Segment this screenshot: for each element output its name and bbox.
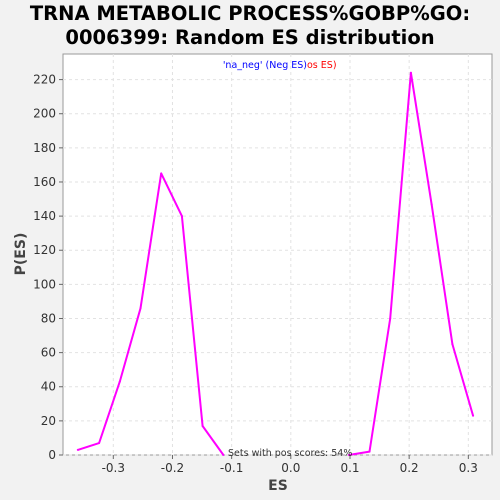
x-tick-label: -0.3 [102, 461, 125, 475]
x-tick-label: 0.3 [459, 461, 478, 475]
y-tick-label: 40 [41, 380, 56, 394]
x-axis-title: ES [268, 478, 288, 494]
es-data-point [98, 442, 100, 444]
es-data-point [181, 215, 183, 217]
x-tick-label: -0.2 [161, 461, 184, 475]
legend-neg-label: 'na_neg' (Neg ES) [223, 60, 307, 71]
x-tick-label: -0.1 [220, 461, 243, 475]
y-tick-label: 80 [41, 311, 56, 325]
es-data-point [119, 381, 121, 383]
plot-area [63, 54, 492, 455]
es-data-point [389, 317, 391, 319]
y-tick-label: 0 [48, 448, 56, 462]
y-tick-label: 180 [33, 141, 56, 155]
y-tick-label: 120 [33, 243, 56, 257]
y-tick-label: 20 [41, 414, 56, 428]
y-tick-label: 100 [33, 277, 56, 291]
es-data-point [410, 72, 412, 74]
x-tick-label: 0.2 [400, 461, 419, 475]
es-data-point [140, 307, 142, 309]
y-tick-label: 60 [41, 346, 56, 360]
es-data-point [472, 415, 474, 417]
es-data-point [202, 425, 204, 427]
legend-pos-label: os ES) [307, 60, 337, 71]
y-tick-label: 160 [33, 175, 56, 189]
x-tick-label: 0.0 [281, 461, 300, 475]
es-data-point [222, 454, 224, 456]
es-data-point [369, 451, 371, 453]
es-data-point [160, 172, 162, 174]
es-data-point [451, 343, 453, 345]
es-data-point [77, 449, 79, 451]
y-tick-label: 200 [33, 107, 56, 121]
y-tick-label: 140 [33, 209, 56, 223]
x-tick-label: 0.1 [340, 461, 359, 475]
y-tick-label: 220 [33, 73, 56, 87]
pos-score-annotation: Sets with pos scores: 54% [228, 448, 352, 459]
y-axis-title: P(ES) [13, 233, 29, 276]
es-data-point [431, 203, 433, 205]
